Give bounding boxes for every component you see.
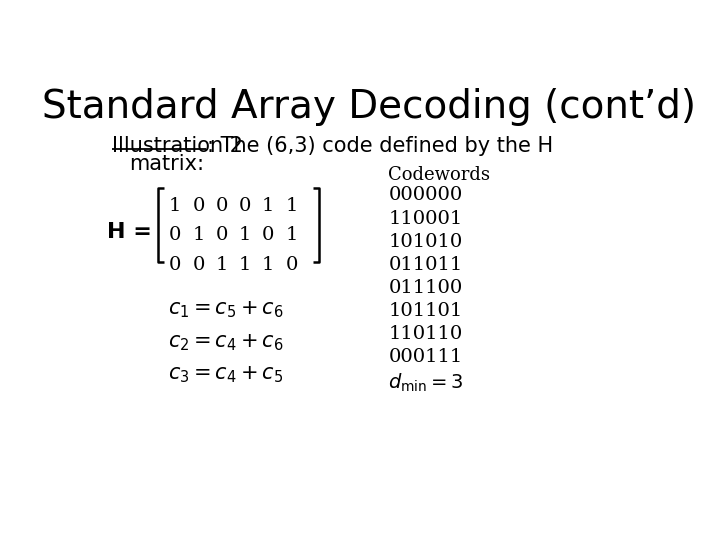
Text: 011100: 011100 (388, 279, 463, 297)
Text: 0: 0 (169, 226, 181, 245)
Text: 1: 1 (239, 256, 251, 274)
Text: 101101: 101101 (388, 302, 463, 320)
Text: 0: 0 (285, 256, 297, 274)
Text: 000000: 000000 (388, 186, 463, 205)
Text: Illustration 2: Illustration 2 (112, 136, 243, 156)
Text: $c_1 = c_5 + c_6$: $c_1 = c_5 + c_6$ (168, 300, 284, 320)
Text: 1: 1 (239, 226, 251, 245)
Text: $d_{\mathrm{min}} = 3$: $d_{\mathrm{min}} = 3$ (388, 372, 464, 394)
Text: $c_2 = c_4 + c_6$: $c_2 = c_4 + c_6$ (168, 332, 284, 353)
Text: 1: 1 (215, 256, 228, 274)
Text: 110110: 110110 (388, 325, 463, 343)
Text: 0: 0 (215, 226, 228, 245)
Text: 1: 1 (285, 197, 297, 215)
Text: Standard Array Decoding (cont’d): Standard Array Decoding (cont’d) (42, 88, 696, 126)
Text: H =: H = (107, 222, 152, 242)
Text: 0: 0 (239, 197, 251, 215)
Text: : The (6,3) code defined by the H: : The (6,3) code defined by the H (207, 136, 553, 156)
Text: 1: 1 (192, 226, 204, 245)
Text: 1: 1 (169, 197, 181, 215)
Text: $c_3 = c_4 + c_5$: $c_3 = c_4 + c_5$ (168, 364, 283, 385)
Text: 1: 1 (285, 226, 297, 245)
Text: 0: 0 (262, 226, 274, 245)
Text: Codewords: Codewords (388, 166, 490, 185)
Text: 110001: 110001 (388, 210, 463, 227)
Text: 101010: 101010 (388, 233, 463, 251)
Text: 0: 0 (169, 256, 181, 274)
Text: 0: 0 (192, 256, 204, 274)
Text: 1: 1 (262, 256, 274, 274)
Text: 0: 0 (192, 197, 204, 215)
Text: 011011: 011011 (388, 256, 463, 274)
Text: 0: 0 (215, 197, 228, 215)
Text: 1: 1 (262, 197, 274, 215)
Text: 000111: 000111 (388, 348, 463, 366)
Text: matrix:: matrix: (129, 154, 204, 174)
